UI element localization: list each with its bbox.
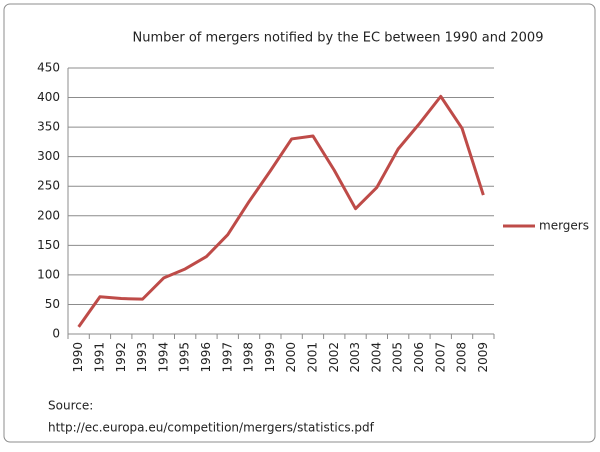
x-tick-label: 2006 — [412, 342, 426, 373]
x-tick-label: 1999 — [263, 342, 277, 373]
x-tick-label: 1992 — [114, 342, 128, 373]
legend-label: mergers — [539, 219, 589, 233]
y-tick-label: 250 — [37, 179, 60, 193]
y-tick-label: 50 — [45, 297, 60, 311]
x-tick-label: 2003 — [348, 342, 362, 373]
y-tick-label: 300 — [37, 149, 60, 163]
x-tick-label: 1990 — [71, 342, 85, 373]
y-tick-label: 100 — [37, 267, 60, 281]
chart-border — [3, 3, 596, 443]
x-tick-label: 2007 — [433, 342, 447, 373]
x-tick-label: 2009 — [476, 342, 490, 373]
x-tick-label: 1996 — [199, 342, 213, 373]
y-tick-label: 400 — [37, 90, 60, 104]
x-tick-label: 2002 — [327, 342, 341, 373]
x-tick-label: 2004 — [369, 342, 383, 373]
x-tick-label: 2005 — [391, 342, 405, 373]
source-url: http://ec.europa.eu/competition/mergers/… — [48, 421, 375, 435]
chart-title: Number of mergers notified by the EC bet… — [133, 31, 544, 46]
y-tick-label: 0 — [52, 327, 60, 341]
x-tick-label: 1991 — [92, 342, 106, 373]
source-label: Source: — [48, 399, 93, 413]
x-tick-label: 2008 — [455, 342, 469, 373]
y-tick-label: 200 — [37, 208, 60, 222]
x-tick-label: 1993 — [135, 342, 149, 373]
x-tick-label: 2001 — [305, 342, 319, 373]
y-tick-label: 450 — [37, 61, 60, 75]
x-tick-label: 1995 — [178, 342, 192, 373]
x-tick-label: 1994 — [156, 342, 170, 373]
x-tick-label: 2000 — [284, 342, 298, 373]
x-tick-label: 1998 — [242, 342, 256, 373]
y-tick-label: 350 — [37, 120, 60, 134]
y-tick-label: 150 — [37, 238, 60, 252]
line-series — [77, 94, 485, 328]
x-tick-label: 1997 — [220, 342, 234, 373]
